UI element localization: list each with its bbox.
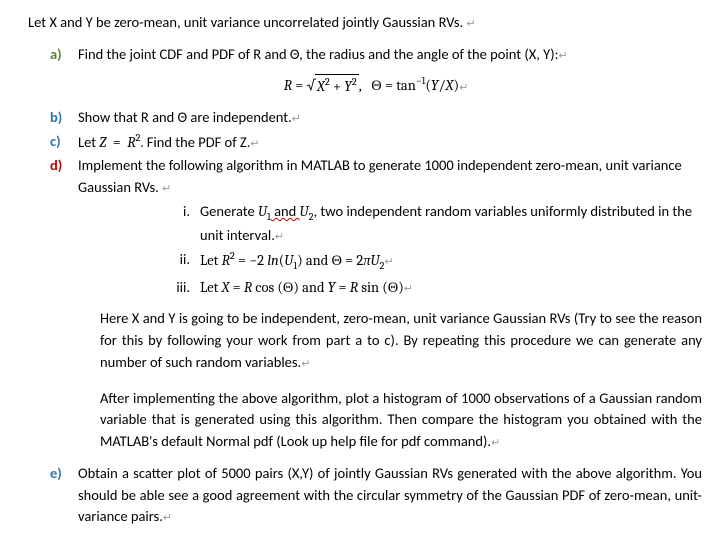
sub-ii-math: Let R2 = −2 ln(U1) and Θ = 2πU2 <box>200 252 384 269</box>
part-b: b) Show that R and Θ are independent.↵ <box>50 107 702 129</box>
sub-iii-math: Let X = R cos (Θ) and Y = R sin (Θ) <box>200 279 404 296</box>
part-d: d) Implement the following algorithm in … <box>50 155 702 199</box>
part-b-body: Show that R and Θ are independent.↵ <box>78 107 702 129</box>
return-mark: ↵ <box>404 283 413 295</box>
sub-iii-label: iii. <box>160 277 190 299</box>
sub-i-u1: U1 <box>258 203 271 220</box>
part-d-sublist: i. Generate U1 and U2, two independent r… <box>160 201 702 298</box>
part-c-post: Find the PDF of Z. <box>143 133 250 151</box>
sub-i-label: i. <box>160 201 190 247</box>
part-a-text: Find the joint CDF and PDF of R and Θ, t… <box>78 45 559 63</box>
sub-iii-body: Let X = R cos (Θ) and Y = R sin (Θ)↵ <box>200 277 702 299</box>
part-d-label: d) <box>50 155 78 199</box>
intro-paragraph: Let X and Y be zero-mean, unit variance … <box>28 12 702 34</box>
sub-i-and: and <box>271 202 300 220</box>
part-c: c) Let Z = R2. Find the PDF of Z.↵ <box>50 131 702 154</box>
return-mark: ↵ <box>162 183 171 195</box>
part-a-body: Find the joint CDF and PDF of R and Θ, t… <box>78 44 702 66</box>
return-mark: ↵ <box>301 358 310 370</box>
part-b-text: Show that R and Θ are independent. <box>78 108 292 126</box>
return-mark: ↵ <box>384 256 393 268</box>
part-d-after2: After implementing the above algorithm, … <box>100 388 702 453</box>
part-d-body: Implement the following algorithm in MAT… <box>78 155 702 199</box>
return-mark: ↵ <box>491 437 500 449</box>
sub-i-body: Generate U1 and U2, two independent rand… <box>200 201 702 247</box>
parts-list: a) Find the joint CDF and PDF of R and Θ… <box>50 44 702 528</box>
return-mark: ↵ <box>275 231 284 243</box>
return-mark: ↵ <box>250 138 259 150</box>
return-mark: ↵ <box>466 18 475 30</box>
part-b-label: b) <box>50 107 78 129</box>
equation-r: R = √X2 + Y2, Θ = tan−1(Y/X) <box>284 77 459 94</box>
part-e: e) Obtain a scatter plot of 5000 pairs (… <box>50 463 702 528</box>
part-c-body: Let Z = R2. Find the PDF of Z.↵ <box>78 131 702 154</box>
sub-iii: iii. Let X = R cos (Θ) and Y = R sin (Θ)… <box>160 277 702 299</box>
part-c-pre: Let <box>78 133 99 151</box>
sub-ii-label: ii. <box>160 249 190 274</box>
part-c-label: c) <box>50 131 78 154</box>
sub-ii: ii. Let R2 = −2 ln(U1) and Θ = 2πU2↵ <box>160 249 702 274</box>
part-a-label: a) <box>50 44 78 66</box>
sub-i-pre: Generate <box>200 202 258 220</box>
part-e-label: e) <box>50 463 78 528</box>
sub-i-u2: U2 <box>300 203 314 220</box>
part-e-body: Obtain a scatter plot of 5000 pairs (X,Y… <box>78 463 702 528</box>
part-d-after1-text: Here X and Y is going to be independent,… <box>100 309 702 371</box>
part-d-after1: Here X and Y is going to be independent,… <box>100 308 702 373</box>
intro-text: Let X and Y be zero-mean, unit variance … <box>28 13 466 31</box>
return-mark: ↵ <box>459 81 468 93</box>
part-c-math: Z = R2. <box>99 134 143 151</box>
return-mark: ↵ <box>559 50 568 62</box>
return-mark: ↵ <box>163 512 172 524</box>
sub-i: i. Generate U1 and U2, two independent r… <box>160 201 702 247</box>
part-a: a) Find the joint CDF and PDF of R and Θ… <box>50 44 702 66</box>
sub-ii-body: Let R2 = −2 ln(U1) and Θ = 2πU2↵ <box>200 249 702 274</box>
part-d-after2-text: After implementing the above algorithm, … <box>100 389 702 451</box>
part-a-equation: R = √X2 + Y2, Θ = tan−1(Y/X)↵ <box>50 74 702 98</box>
return-mark: ↵ <box>292 113 301 125</box>
